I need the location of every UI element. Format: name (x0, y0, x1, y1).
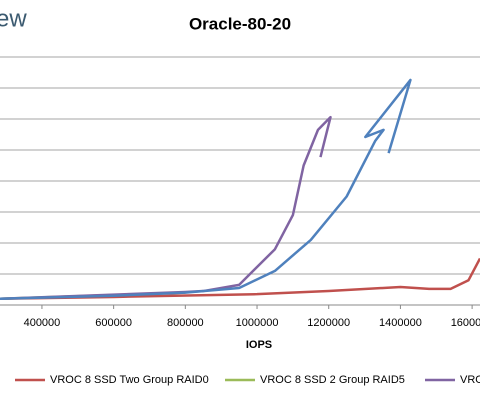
x-tick-label: 800000 (167, 317, 204, 329)
series-line (0, 257, 480, 301)
x-tick-label: 1000000 (236, 317, 279, 329)
legend-label: VROC (460, 374, 480, 386)
legend-label: VROC 8 SSD 2 Group RAID5 (260, 374, 405, 386)
series-line (0, 115, 332, 301)
logo-text: ew (0, 5, 27, 32)
x-tick-label: 600000 (95, 317, 132, 329)
x-axis-label: IOPS (246, 339, 272, 351)
x-tick-label: 1400000 (379, 317, 422, 329)
series-line (0, 78, 412, 301)
legend-label: VROC 8 SSD Two Group RAID0 (50, 374, 209, 386)
x-tick-label: 1600000 (451, 317, 480, 329)
x-tick-label: 1200000 (307, 317, 350, 329)
x-tick-label: 400000 (24, 317, 61, 329)
chart-title: Oracle-80-20 (189, 14, 291, 33)
